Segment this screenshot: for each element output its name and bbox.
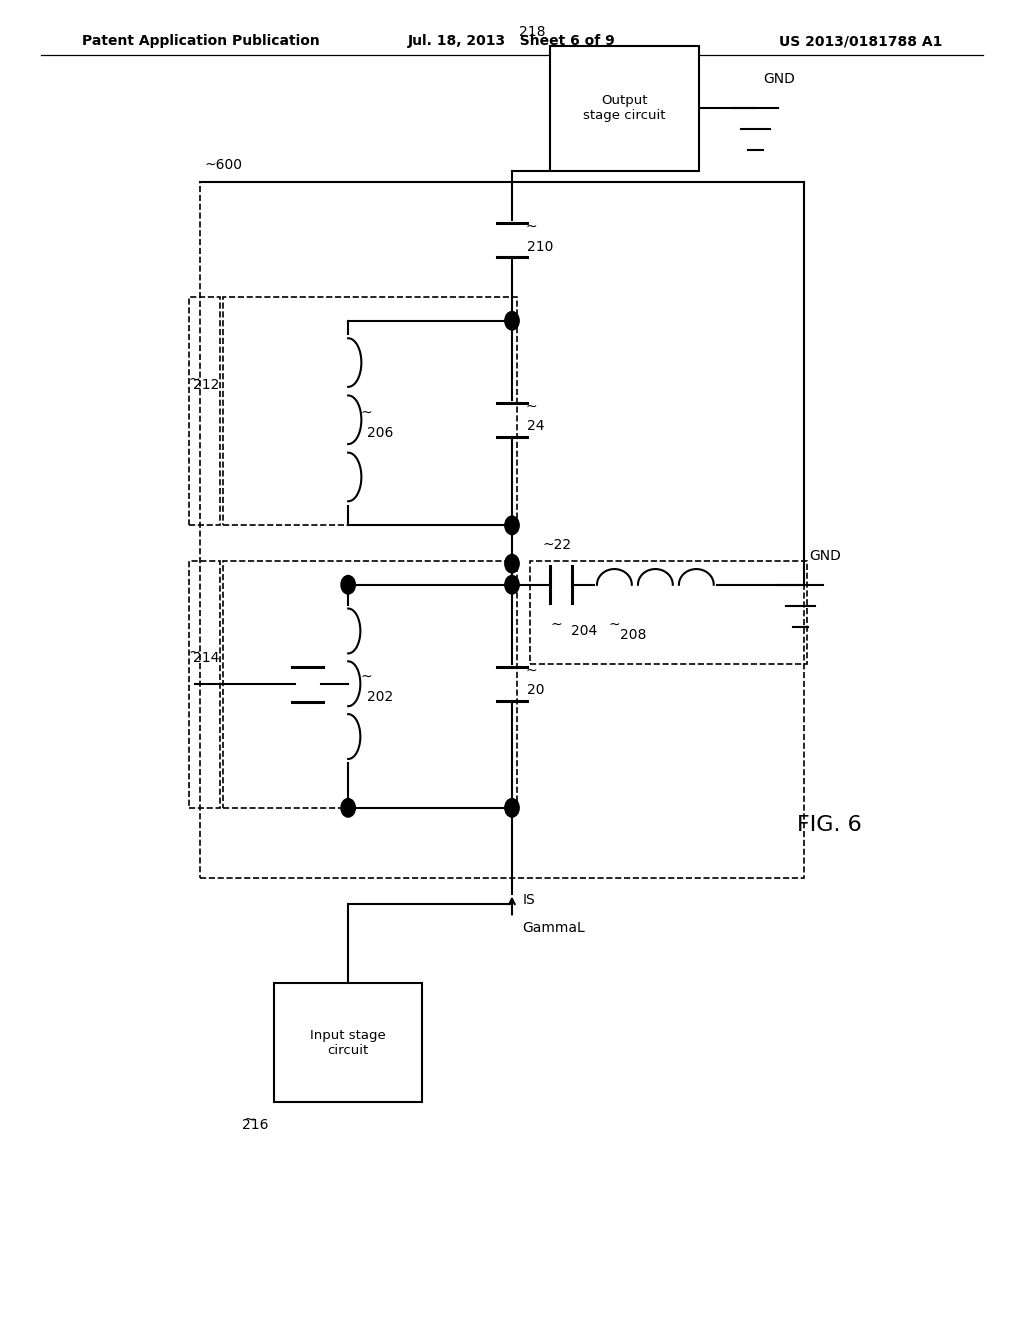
Bar (189, 561, 220, 808)
Text: IS: IS (522, 894, 535, 907)
Text: 204: 204 (571, 624, 598, 639)
Text: ~: ~ (360, 407, 372, 420)
Text: ~22: ~22 (543, 537, 571, 552)
Text: 212: 212 (193, 378, 219, 392)
Bar (223, 297, 517, 525)
Text: US 2013/0181788 A1: US 2013/0181788 A1 (778, 34, 942, 49)
Bar (274, 983, 422, 1102)
Text: 216: 216 (243, 1118, 268, 1133)
Text: ~: ~ (608, 618, 621, 632)
Text: 208: 208 (620, 628, 646, 643)
Bar (530, 561, 807, 664)
Text: 24: 24 (527, 420, 545, 433)
Text: GND: GND (764, 73, 796, 86)
Text: Patent Application Publication: Patent Application Publication (82, 34, 319, 49)
Text: Jul. 18, 2013   Sheet 6 of 9: Jul. 18, 2013 Sheet 6 of 9 (409, 34, 615, 49)
Circle shape (341, 799, 355, 817)
Circle shape (505, 516, 519, 535)
Text: GND: GND (809, 549, 841, 562)
Text: ~: ~ (550, 618, 562, 632)
Text: ~: ~ (360, 671, 372, 684)
Circle shape (505, 554, 519, 573)
Bar (189, 297, 220, 525)
Circle shape (341, 576, 355, 594)
Text: ~: ~ (244, 1113, 256, 1127)
Circle shape (505, 576, 519, 594)
Bar (200, 182, 804, 878)
Text: ~: ~ (525, 400, 537, 413)
Text: ~: ~ (188, 372, 200, 387)
Circle shape (505, 312, 519, 330)
Text: ~: ~ (525, 220, 537, 234)
Circle shape (505, 799, 519, 817)
Text: 214: 214 (193, 651, 219, 665)
Text: 202: 202 (367, 690, 393, 704)
Text: FIG. 6: FIG. 6 (797, 814, 862, 836)
Text: ~600: ~600 (205, 157, 243, 172)
Bar (223, 561, 517, 808)
Text: 20: 20 (527, 684, 545, 697)
Text: GammaL: GammaL (522, 921, 585, 935)
Text: 218: 218 (519, 25, 545, 40)
Text: ~: ~ (188, 645, 200, 660)
Text: 210: 210 (527, 240, 554, 253)
Bar (551, 45, 698, 170)
Text: Output
stage circuit: Output stage circuit (584, 94, 666, 123)
Text: ~: ~ (525, 664, 537, 677)
Text: 206: 206 (367, 426, 393, 440)
Text: Input stage
circuit: Input stage circuit (310, 1028, 386, 1057)
